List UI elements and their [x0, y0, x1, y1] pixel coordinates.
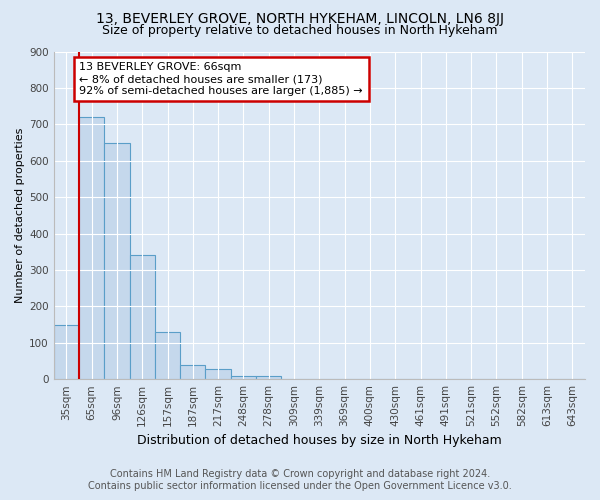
Bar: [104, 142, 130, 379]
Text: 13, BEVERLEY GROVE, NORTH HYKEHAM, LINCOLN, LN6 8JJ: 13, BEVERLEY GROVE, NORTH HYKEHAM, LINCO…: [96, 12, 504, 26]
Text: Size of property relative to detached houses in North Hykeham: Size of property relative to detached ho…: [102, 24, 498, 37]
Bar: [231, 376, 256, 379]
Bar: [155, 332, 180, 379]
Bar: [180, 364, 205, 379]
Bar: [205, 369, 231, 379]
X-axis label: Distribution of detached houses by size in North Hykeham: Distribution of detached houses by size …: [137, 434, 502, 448]
Text: 13 BEVERLEY GROVE: 66sqm
← 8% of detached houses are smaller (173)
92% of semi-d: 13 BEVERLEY GROVE: 66sqm ← 8% of detache…: [79, 62, 363, 96]
Bar: [130, 256, 155, 379]
Bar: [53, 324, 79, 379]
Bar: [79, 117, 104, 379]
Text: Contains HM Land Registry data © Crown copyright and database right 2024.
Contai: Contains HM Land Registry data © Crown c…: [88, 470, 512, 491]
Y-axis label: Number of detached properties: Number of detached properties: [15, 128, 25, 303]
Bar: [256, 376, 281, 379]
